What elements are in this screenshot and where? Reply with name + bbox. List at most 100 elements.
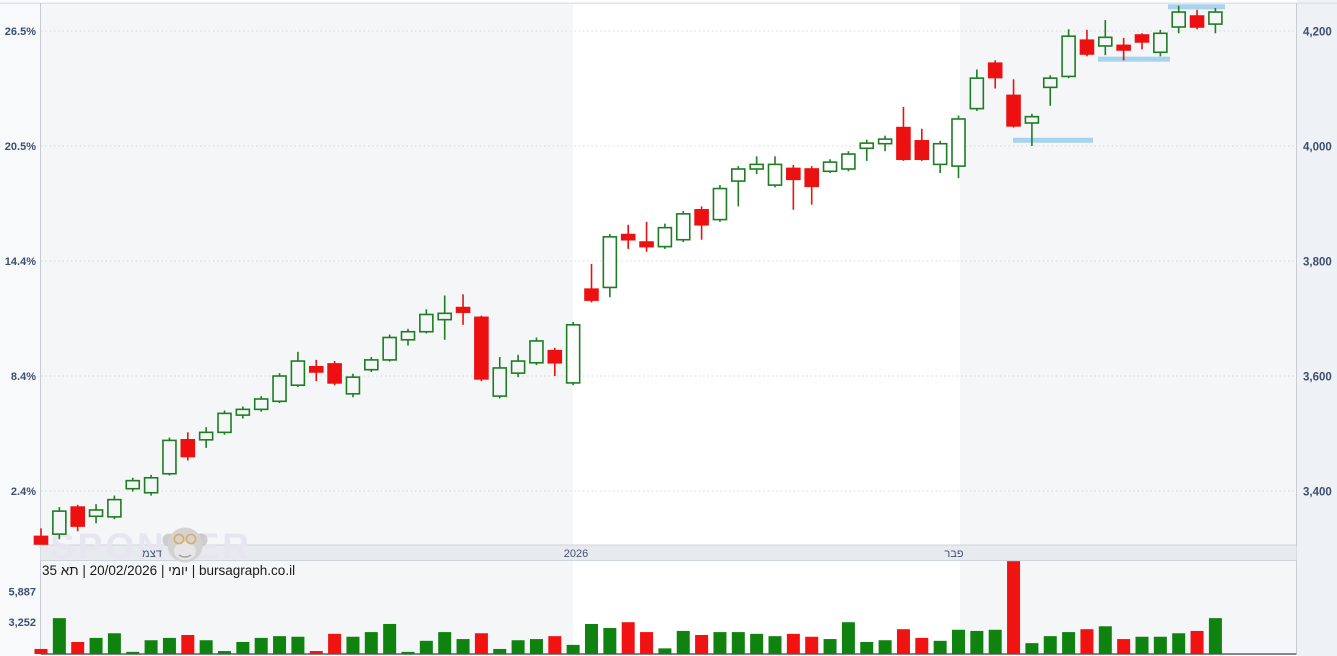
price-axis-label: 4,000	[1303, 142, 1332, 154]
candle-body	[33, 535, 49, 545]
candle-body	[1098, 36, 1113, 47]
volume-bar	[1135, 636, 1149, 654]
volume-bar	[254, 637, 268, 654]
volume-bar	[52, 618, 66, 654]
volume-bar	[107, 633, 121, 654]
candle-body	[969, 77, 985, 110]
volume-bar	[346, 636, 360, 654]
candle-body	[1208, 11, 1223, 25]
candle-body	[1061, 35, 1076, 78]
candle-body	[547, 349, 563, 364]
volume-bar	[1153, 636, 1167, 654]
candle-body	[1153, 32, 1168, 54]
volume-bar	[548, 636, 562, 654]
volume-bar	[1025, 643, 1039, 654]
volume-bar	[162, 637, 176, 654]
volume-bar	[309, 651, 323, 654]
volume-bar	[181, 635, 195, 654]
volume-bar	[970, 630, 984, 654]
volume-bar	[988, 629, 1002, 654]
price-axis-label: 3,600	[1303, 372, 1332, 384]
candle-body	[510, 360, 526, 374]
candle-body	[620, 233, 636, 241]
volume-layer	[34, 561, 1222, 654]
candle-body	[235, 408, 251, 416]
candle-body	[1134, 34, 1150, 43]
candle-body	[932, 142, 948, 166]
candle-body	[1079, 39, 1095, 55]
volume-bar	[676, 630, 690, 654]
candle-body	[52, 510, 67, 535]
percent-axis-label: 2.4%	[11, 486, 36, 498]
volume-bar	[291, 636, 305, 654]
candle-body	[198, 431, 214, 441]
candle-body	[767, 163, 783, 186]
volume-bar	[786, 633, 800, 654]
volume-bar	[419, 640, 433, 654]
volume-bar	[529, 639, 543, 654]
monkey-icon	[162, 527, 208, 563]
volume-bar	[878, 640, 892, 654]
volume-bar	[1190, 630, 1204, 654]
candle-body	[657, 226, 673, 248]
candle-body	[804, 168, 820, 188]
volume-bar	[896, 629, 910, 654]
candle-body	[1116, 44, 1131, 51]
volume-bar	[585, 623, 598, 654]
volume-bar	[731, 632, 745, 654]
candle-body	[786, 167, 801, 181]
candle-body	[1042, 77, 1058, 89]
candle-body	[1171, 11, 1186, 28]
candle-body	[180, 439, 196, 458]
volume-bar	[1117, 639, 1131, 654]
axis-labels: יומי | 20/02/2026 | תא 35 | bursagraph.c…	[5, 26, 1332, 629]
volume-bar	[511, 640, 525, 654]
volume-bar	[236, 641, 250, 654]
month-label: דצמ	[142, 548, 162, 560]
volume-bar	[493, 648, 507, 654]
percent-axis-label: 26.5%	[5, 26, 36, 38]
candle-body	[1189, 15, 1205, 28]
candle-body	[639, 241, 654, 248]
candle-body	[749, 163, 764, 170]
candle-body	[822, 161, 838, 173]
volume-bar	[1098, 626, 1112, 654]
volume-bar	[915, 637, 929, 654]
volume-bar	[401, 651, 415, 654]
support-line	[1013, 137, 1093, 143]
month-label: פבר	[944, 548, 963, 560]
volume-bar	[34, 648, 48, 654]
volume-bar	[768, 636, 782, 654]
candle-body	[455, 306, 471, 313]
volume-bar	[1080, 629, 1094, 654]
volume-bar	[750, 633, 764, 654]
volume-bar	[1062, 632, 1076, 654]
volume-bar	[383, 623, 397, 654]
volume-axis-label: 3,252	[8, 617, 36, 629]
candle-body	[712, 187, 728, 221]
volume-bar	[328, 633, 342, 654]
candle-body	[602, 236, 618, 289]
candle-body	[272, 375, 287, 403]
percent-axis-label: 8.4%	[11, 371, 36, 383]
volume-bar	[823, 639, 837, 654]
candle-body	[217, 412, 232, 434]
volume-bar	[71, 641, 85, 654]
volume-bar	[144, 640, 158, 654]
left-margin	[0, 0, 40, 656]
chart-info-line: יומי | 20/02/2026 | תא 35 | bursagraph.c…	[42, 563, 295, 578]
volume-bar	[658, 648, 672, 654]
candle-body	[327, 363, 342, 384]
volume-bar	[640, 632, 654, 654]
candle-body	[308, 365, 324, 373]
volume-bar	[713, 632, 727, 654]
volume-bar	[199, 640, 213, 654]
candle-body	[400, 330, 416, 341]
candle-body	[290, 360, 306, 386]
price-axis-label: 3,800	[1303, 257, 1332, 269]
price-axis-label: 4,200	[1303, 27, 1332, 39]
volume-bar	[218, 651, 231, 654]
right-margin	[1297, 0, 1337, 656]
